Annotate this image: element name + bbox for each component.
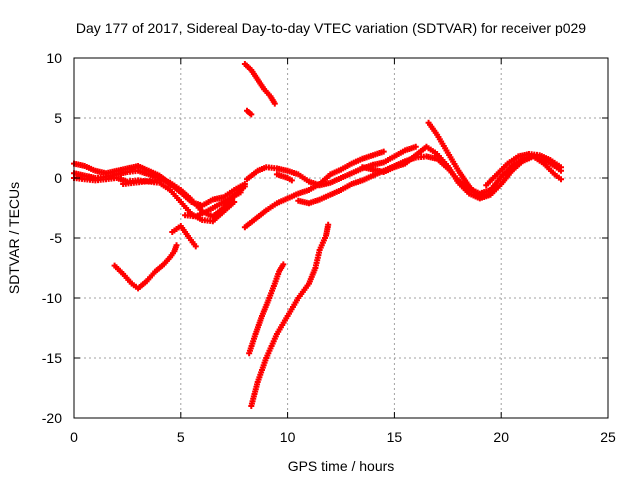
series-track-18 (248, 221, 332, 409)
y-tick-label: 0 (54, 170, 62, 186)
series-track-8 (241, 61, 278, 107)
grid (74, 58, 608, 418)
chart-title: Day 177 of 2017, Sidereal Day-to-day VTE… (76, 20, 586, 36)
data-point (169, 182, 176, 189)
y-tick-label: 5 (54, 110, 62, 126)
series-track-6 (169, 223, 199, 250)
y-tick-label: 10 (46, 50, 62, 66)
series-track-16 (483, 151, 565, 189)
series-track-17 (246, 261, 287, 357)
data-point (237, 189, 244, 196)
axis-ticks (73, 57, 609, 419)
y-tick-label: -20 (42, 410, 62, 426)
x-tick-label: 20 (493, 429, 509, 445)
series-track-5 (120, 176, 176, 189)
series-track-11 (241, 148, 387, 231)
data-point (248, 111, 255, 118)
data-point (288, 177, 295, 184)
data-point (412, 143, 419, 150)
data-point (173, 242, 180, 249)
y-tick-label: -5 (50, 230, 63, 246)
series-track-15 (425, 119, 494, 201)
series-track-9 (244, 107, 255, 118)
data-point (280, 261, 287, 268)
data-point (231, 199, 238, 205)
data-point (487, 190, 494, 197)
data-point (192, 243, 199, 250)
y-axis-label: SDTVAR / TECUs (6, 182, 22, 294)
data-point (558, 164, 565, 171)
series-track-7 (182, 189, 244, 220)
y-tick-label: -15 (42, 350, 62, 366)
y-tick-label: -10 (42, 290, 62, 306)
x-tick-labels: 0 5 10 15 20 25 (70, 429, 616, 445)
x-tick-label: 15 (387, 429, 403, 445)
data-point (271, 100, 278, 107)
series-track-1 (71, 160, 248, 209)
series-track-4 (111, 242, 180, 292)
series-track-12 (273, 171, 295, 184)
data-point (380, 148, 387, 155)
data-point (325, 221, 332, 228)
y-tick-labels: -20 -15 -10 -5 0 5 10 (42, 50, 62, 426)
x-axis-label: GPS time / hours (288, 458, 395, 474)
x-tick-label: 5 (177, 429, 185, 445)
x-tick-label: 10 (280, 429, 296, 445)
x-tick-label: 0 (70, 429, 78, 445)
data-point (558, 176, 565, 183)
x-tick-label: 25 (600, 429, 616, 445)
data-point (241, 183, 248, 190)
data-points (71, 61, 565, 409)
